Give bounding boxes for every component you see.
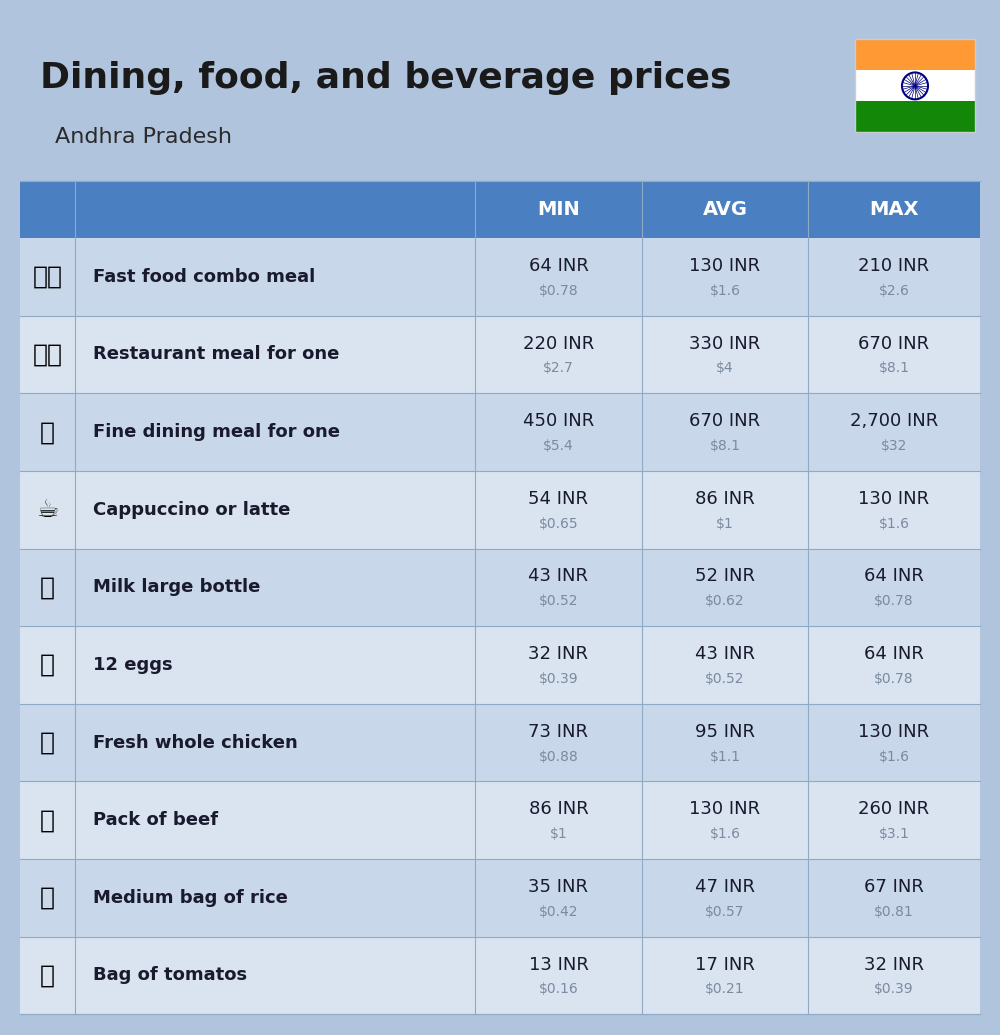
- Text: $0.39: $0.39: [539, 672, 578, 686]
- Text: 64 INR: 64 INR: [864, 645, 924, 663]
- Text: $32: $32: [881, 439, 907, 453]
- Text: 🥩: 🥩: [40, 808, 55, 832]
- Text: 73 INR: 73 INR: [528, 722, 588, 741]
- Text: 43 INR: 43 INR: [528, 567, 588, 586]
- Text: MIN: MIN: [537, 200, 580, 219]
- Text: Andhra Pradesh: Andhra Pradesh: [55, 126, 232, 147]
- Text: Fine dining meal for one: Fine dining meal for one: [93, 423, 340, 441]
- Text: $2.7: $2.7: [543, 361, 574, 376]
- FancyBboxPatch shape: [855, 101, 975, 132]
- Text: $0.81: $0.81: [874, 905, 914, 919]
- Text: 🍚: 🍚: [40, 886, 55, 910]
- Text: 67 INR: 67 INR: [864, 878, 924, 896]
- Text: 47 INR: 47 INR: [695, 878, 755, 896]
- Text: 64 INR: 64 INR: [529, 257, 588, 275]
- Text: $0.65: $0.65: [539, 516, 578, 531]
- Text: $0.78: $0.78: [874, 594, 914, 609]
- Text: 🥛: 🥛: [40, 575, 55, 599]
- FancyBboxPatch shape: [20, 316, 980, 393]
- Text: $1.6: $1.6: [879, 749, 910, 764]
- Text: $1.6: $1.6: [879, 516, 910, 531]
- FancyBboxPatch shape: [20, 549, 980, 626]
- Text: 130 INR: 130 INR: [858, 490, 930, 508]
- Text: $0.78: $0.78: [874, 672, 914, 686]
- FancyBboxPatch shape: [20, 393, 980, 471]
- FancyBboxPatch shape: [20, 859, 980, 937]
- Text: Dining, food, and beverage prices: Dining, food, and beverage prices: [40, 61, 732, 94]
- FancyBboxPatch shape: [20, 238, 980, 316]
- Text: 450 INR: 450 INR: [523, 412, 594, 431]
- Text: 🐔: 🐔: [40, 731, 55, 755]
- Text: $3.1: $3.1: [879, 827, 909, 841]
- Text: $1.6: $1.6: [710, 827, 741, 841]
- Text: Fast food combo meal: Fast food combo meal: [93, 268, 315, 286]
- Text: MAX: MAX: [869, 200, 919, 219]
- Text: 86 INR: 86 INR: [695, 490, 755, 508]
- Text: $0.52: $0.52: [539, 594, 578, 609]
- Text: 130 INR: 130 INR: [689, 257, 761, 275]
- FancyBboxPatch shape: [855, 70, 975, 101]
- Text: $8.1: $8.1: [879, 361, 910, 376]
- FancyBboxPatch shape: [20, 471, 980, 549]
- Text: Fresh whole chicken: Fresh whole chicken: [93, 734, 298, 751]
- Text: $1: $1: [550, 827, 567, 841]
- Text: 330 INR: 330 INR: [689, 334, 761, 353]
- Text: $0.88: $0.88: [539, 749, 578, 764]
- Text: 64 INR: 64 INR: [864, 567, 924, 586]
- FancyBboxPatch shape: [20, 181, 980, 238]
- FancyBboxPatch shape: [20, 626, 980, 704]
- Text: $0.39: $0.39: [874, 982, 914, 997]
- Text: 130 INR: 130 INR: [858, 722, 930, 741]
- Text: 32 INR: 32 INR: [864, 955, 924, 974]
- Text: 🍅: 🍅: [40, 964, 55, 987]
- Text: Bag of tomatos: Bag of tomatos: [93, 967, 247, 984]
- Text: 54 INR: 54 INR: [528, 490, 588, 508]
- Text: 130 INR: 130 INR: [689, 800, 761, 819]
- Text: $8.1: $8.1: [710, 439, 741, 453]
- Text: $0.57: $0.57: [705, 905, 745, 919]
- Text: $0.52: $0.52: [705, 672, 745, 686]
- Text: 🥚: 🥚: [40, 653, 55, 677]
- Text: 32 INR: 32 INR: [528, 645, 588, 663]
- Text: 13 INR: 13 INR: [529, 955, 588, 974]
- Text: $1: $1: [716, 516, 734, 531]
- Text: 52 INR: 52 INR: [695, 567, 755, 586]
- Text: Medium bag of rice: Medium bag of rice: [93, 889, 288, 907]
- Text: $4: $4: [716, 361, 734, 376]
- Text: 260 INR: 260 INR: [858, 800, 930, 819]
- FancyBboxPatch shape: [20, 781, 980, 859]
- Text: $5.4: $5.4: [543, 439, 574, 453]
- Text: $1.6: $1.6: [710, 284, 741, 298]
- Text: $0.78: $0.78: [539, 284, 578, 298]
- Text: 🍔🥤: 🍔🥤: [32, 265, 62, 289]
- Text: $2.6: $2.6: [879, 284, 909, 298]
- Text: 17 INR: 17 INR: [695, 955, 755, 974]
- Text: 220 INR: 220 INR: [523, 334, 594, 353]
- Text: $0.21: $0.21: [705, 982, 745, 997]
- Text: 95 INR: 95 INR: [695, 722, 755, 741]
- FancyBboxPatch shape: [855, 39, 975, 70]
- Text: $0.42: $0.42: [539, 905, 578, 919]
- Text: ☕: ☕: [36, 498, 59, 522]
- Text: 43 INR: 43 INR: [695, 645, 755, 663]
- Text: 2,700 INR: 2,700 INR: [850, 412, 938, 431]
- Text: 35 INR: 35 INR: [528, 878, 588, 896]
- Text: Restaurant meal for one: Restaurant meal for one: [93, 346, 339, 363]
- Text: $0.62: $0.62: [705, 594, 745, 609]
- Text: 86 INR: 86 INR: [529, 800, 588, 819]
- Text: Cappuccino or latte: Cappuccino or latte: [93, 501, 290, 519]
- Text: $0.16: $0.16: [539, 982, 578, 997]
- FancyBboxPatch shape: [20, 937, 980, 1014]
- Text: 12 eggs: 12 eggs: [93, 656, 173, 674]
- Text: $1.1: $1.1: [710, 749, 741, 764]
- FancyBboxPatch shape: [20, 704, 980, 781]
- Text: 🍽️: 🍽️: [40, 420, 55, 444]
- Text: 670 INR: 670 INR: [689, 412, 761, 431]
- Text: 670 INR: 670 INR: [858, 334, 930, 353]
- Text: 🍳🥄: 🍳🥄: [32, 343, 62, 366]
- Text: Pack of beef: Pack of beef: [93, 811, 218, 829]
- Text: 210 INR: 210 INR: [858, 257, 930, 275]
- Text: Milk large bottle: Milk large bottle: [93, 579, 260, 596]
- Text: AVG: AVG: [703, 200, 748, 219]
